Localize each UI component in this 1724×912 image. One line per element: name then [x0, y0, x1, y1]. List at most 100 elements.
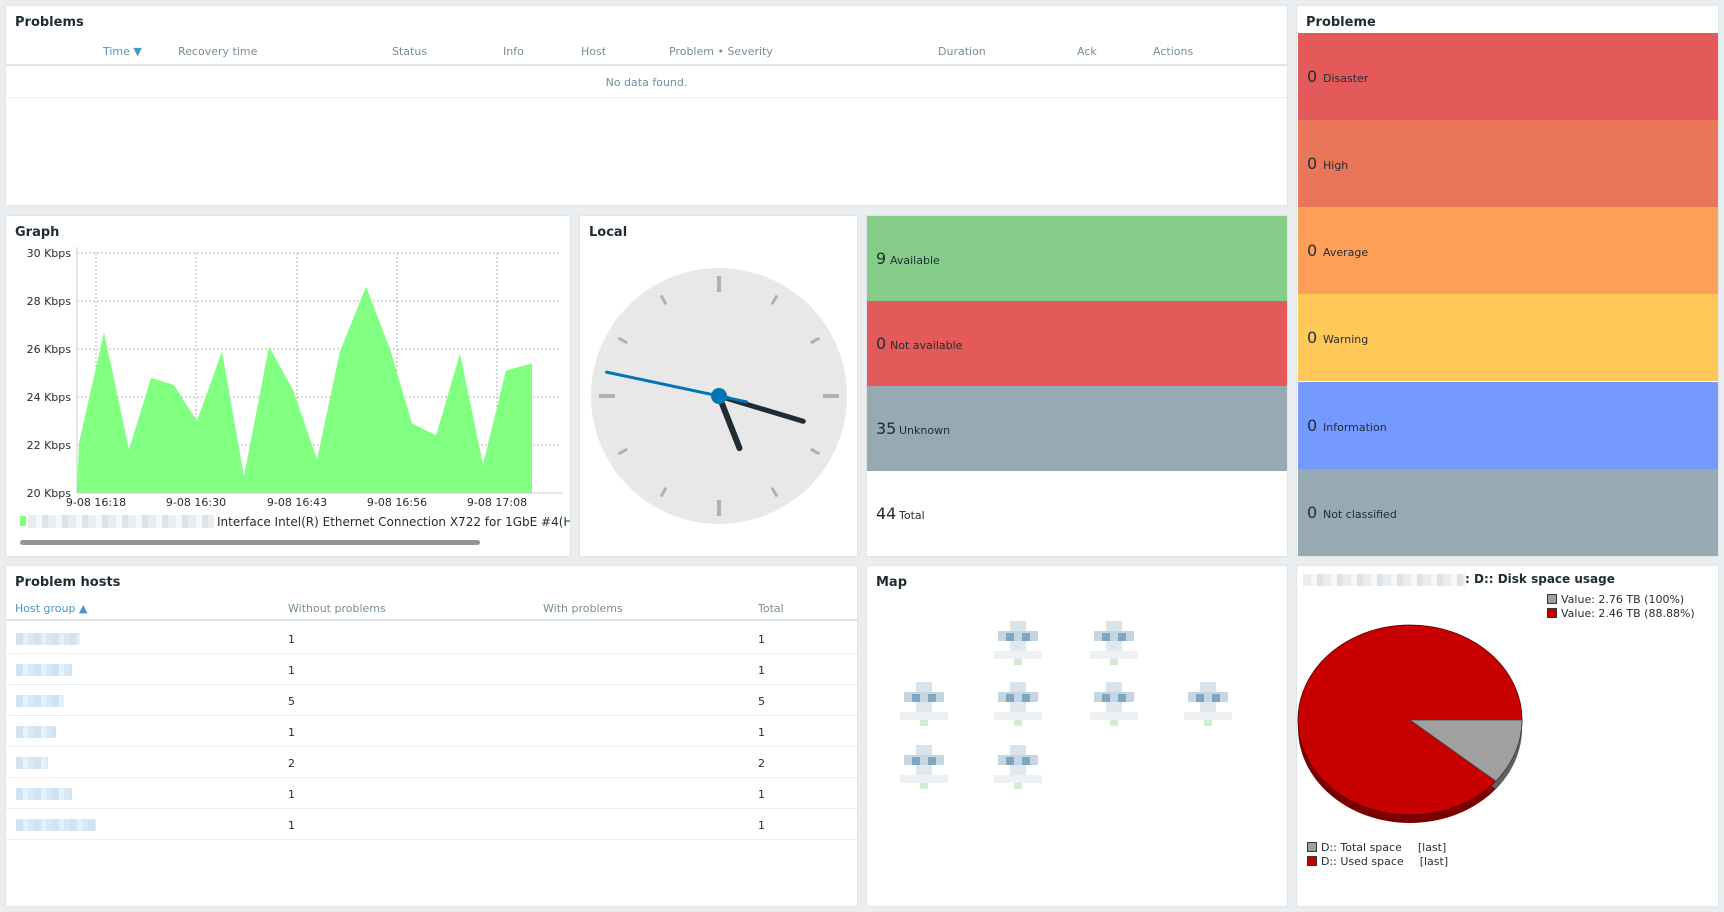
pie-legend-used-space: D:: Used space [last]	[1307, 855, 1448, 868]
legend-swatch-gray	[1547, 594, 1557, 604]
analog-clock	[591, 268, 847, 524]
map-widget: Map	[866, 565, 1288, 907]
column-host-group[interactable]: Host group ▲	[15, 602, 88, 615]
severity-warning[interactable]: 0 Warning	[1298, 294, 1718, 381]
column-total: Total	[758, 602, 784, 615]
graph-legend-label: Interface Intel(R) Ethernet Connection X…	[217, 515, 571, 529]
severity-information[interactable]: 0 Information	[1298, 382, 1718, 469]
column-ack: Ack	[1077, 45, 1097, 58]
severity-not-classified[interactable]: 0 Not classified	[1298, 469, 1718, 556]
cell-without-problems: 1	[288, 819, 295, 832]
problems-table-header: Time ▼ Recovery time Status Info Host Pr…	[6, 38, 1287, 66]
clock-tick	[810, 336, 821, 345]
map-host-icon[interactable]	[990, 682, 1046, 738]
y-tick-label: 26 Kbps	[27, 343, 72, 356]
pie-value-legend-used: Value: 2.46 TB (88.88%)	[1547, 607, 1695, 620]
severity-label: Disaster	[1323, 72, 1369, 85]
availability-not-available[interactable]: 0 Not available	[867, 301, 1287, 386]
legend-item-label: D:: Total space	[1321, 841, 1402, 854]
map-host-icon[interactable]	[896, 682, 952, 738]
severity-label: Information	[1323, 421, 1387, 434]
clock-tick	[659, 294, 668, 305]
availability-unknown[interactable]: 35 Unknown	[867, 386, 1287, 471]
legend-color-swatch	[20, 516, 26, 526]
severity-count: 0	[1307, 328, 1318, 347]
host-availability-widget: 9 Available 0 Not available 35 Unknown 4…	[866, 215, 1288, 557]
y-tick-label: 30 Kbps	[27, 247, 72, 260]
cell-without-problems: 1	[288, 633, 295, 646]
column-actions: Actions	[1153, 45, 1194, 58]
availability-available[interactable]: 9 Available	[867, 216, 1287, 301]
cell-total: 1	[758, 664, 765, 677]
cell-without-problems: 1	[288, 788, 295, 801]
legend-swatch-red	[1307, 856, 1317, 866]
redacted-host-group[interactable]	[16, 788, 72, 800]
x-tick-label: 9-08 16:43	[267, 496, 327, 509]
redacted-host-group[interactable]	[16, 819, 96, 831]
severity-label: Not classified	[1323, 508, 1397, 521]
redacted-host-group[interactable]	[16, 757, 48, 769]
graph-plot: 30 Kbps 28 Kbps 26 Kbps 24 Kbps 22 Kbps 20 Kb…	[27, 247, 563, 509]
column-info: Info	[503, 45, 524, 58]
legend-item-func: [last]	[1417, 841, 1447, 854]
redacted-host-group[interactable]	[16, 664, 72, 676]
availability-label: Available	[890, 254, 940, 267]
pie-chart	[1297, 624, 1523, 823]
severity-average[interactable]: 0 Average	[1298, 207, 1718, 294]
severity-count: 0	[1307, 416, 1318, 435]
cell-total: 1	[758, 633, 765, 646]
column-problem-severity: Problem • Severity	[669, 45, 773, 58]
problem-hosts-widget-title: Problem hosts	[15, 575, 121, 590]
severity-count: 0	[1307, 503, 1318, 522]
graph-scrollbar[interactable]	[20, 540, 480, 545]
cell-total: 5	[758, 695, 765, 708]
redacted-host-group[interactable]	[16, 726, 56, 738]
redacted-host-group[interactable]	[16, 633, 80, 645]
column-with-problems: With problems	[543, 602, 623, 615]
problem-hosts-table-header: Host group ▲ Without problems With probl…	[6, 595, 857, 621]
availability-total: 44 Total	[867, 471, 1287, 556]
cell-without-problems: 1	[288, 664, 295, 677]
clock-tick	[810, 447, 821, 456]
map-host-icon[interactable]	[1086, 682, 1142, 738]
clock-widget-title: Local	[589, 225, 628, 240]
availability-count: 44	[876, 504, 897, 523]
y-tick-label: 28 Kbps	[27, 295, 72, 308]
availability-label: Not available	[890, 339, 963, 352]
graph-widget: Graph 30 Kbps 28 Kbps 26 Kbps 24 Kbps 22 Kbp…	[5, 215, 571, 557]
severity-disaster[interactable]: 0 Disaster	[1298, 33, 1718, 120]
map-host-icon[interactable]	[896, 745, 952, 801]
cell-total: 1	[758, 819, 765, 832]
redacted-host-name	[1303, 574, 1465, 586]
legend-item-func: [last]	[1419, 855, 1449, 868]
pie-legend-total-space: D:: Total space [last]	[1307, 841, 1446, 854]
map-widget-title: Map	[876, 575, 908, 590]
severity-count: 0	[1307, 154, 1318, 173]
column-host: Host	[581, 45, 607, 58]
clock-tick	[770, 294, 779, 305]
map-host-icon[interactable]	[1086, 621, 1142, 677]
redacted-host-group[interactable]	[16, 695, 64, 707]
clock-tick	[770, 487, 779, 498]
map-host-icon[interactable]	[990, 621, 1046, 677]
problems-widget: Problems Time ▼ Recovery time Status Inf…	[5, 5, 1288, 206]
clock-hour-hand	[716, 393, 743, 452]
cell-without-problems: 1	[288, 726, 295, 739]
x-tick-label: 9-08 16:56	[367, 496, 427, 509]
y-tick-label: 22 Kbps	[27, 439, 72, 452]
column-time[interactable]: Time ▼	[103, 45, 142, 58]
map-host-icon[interactable]	[1180, 682, 1236, 738]
severity-high[interactable]: 0 High	[1298, 120, 1718, 207]
availability-label: Total	[899, 509, 925, 522]
severity-label: Warning	[1323, 333, 1369, 346]
clock-tick	[617, 336, 628, 345]
severity-count: 0	[1307, 67, 1318, 86]
map-host-icon[interactable]	[990, 745, 1046, 801]
x-tick-label: 9-08 16:30	[166, 496, 226, 509]
pie-value-legend-total: Value: 2.76 TB (100%)	[1547, 593, 1684, 606]
column-duration: Duration	[938, 45, 986, 58]
